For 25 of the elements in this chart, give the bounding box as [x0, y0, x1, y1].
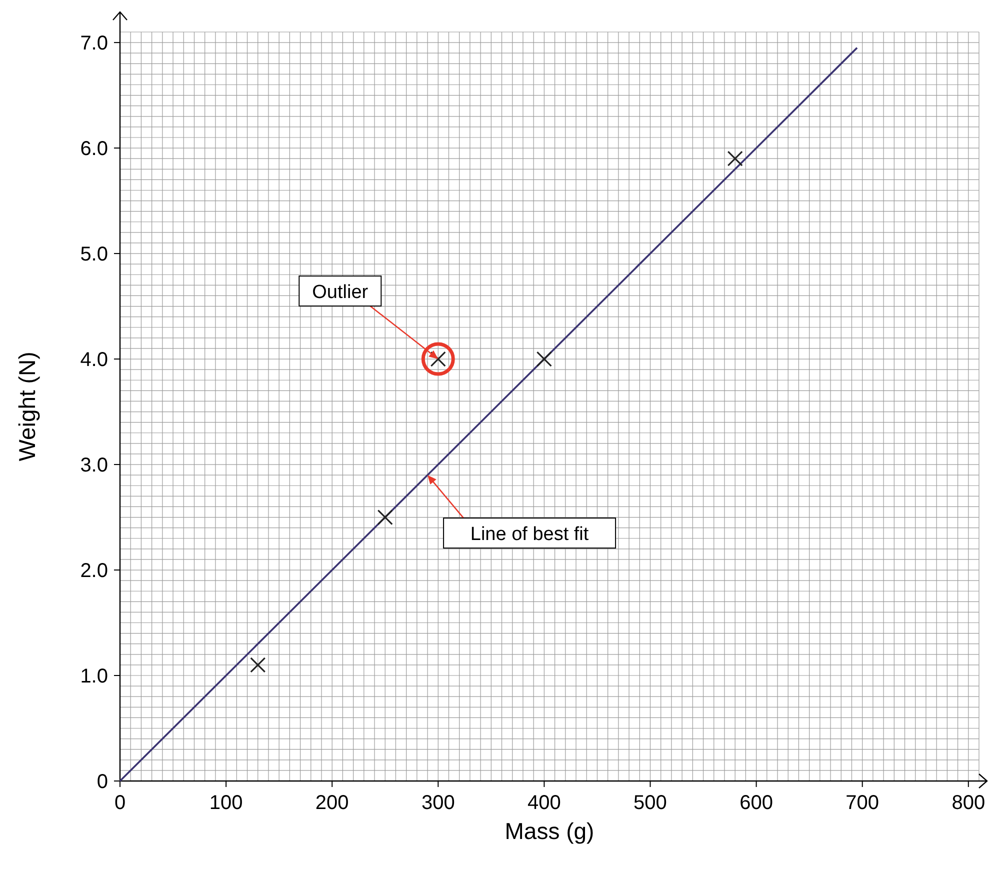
- y-tick-label: 6.0: [80, 138, 108, 160]
- annotation: Outlier: [312, 282, 369, 304]
- annotation: Line of best fit: [470, 524, 590, 546]
- y-tick-label: 2.0: [80, 560, 108, 582]
- x-tick-label: 0: [114, 792, 126, 814]
- y-tick-label: 4.0: [80, 349, 108, 372]
- y-axis-title: Weight (N): [14, 352, 40, 462]
- x-tick-label: 600: [740, 792, 773, 814]
- y-tick-label: 0: [96, 771, 108, 793]
- x-tick-label: 800: [952, 792, 986, 814]
- point: [377, 509, 393, 526]
- x-tick-label: 200: [315, 792, 349, 814]
- x-tick-label: 500: [634, 792, 667, 814]
- y-tick-label: 5.0: [80, 244, 108, 266]
- y-tick-label: 1.0: [80, 666, 108, 688]
- x-tick-label: 300: [421, 792, 455, 814]
- y-tick-label: 3.0: [80, 454, 108, 477]
- x-axis-title: Mass (g): [504, 818, 594, 844]
- x-tick-label: 100: [209, 792, 243, 814]
- y-tick-label: 7.0: [80, 32, 108, 55]
- x-tick-label: 700: [846, 792, 880, 814]
- point: [250, 657, 266, 673]
- x-tick-label: 400: [528, 792, 561, 814]
- point: [536, 351, 552, 367]
- point: [727, 150, 743, 166]
